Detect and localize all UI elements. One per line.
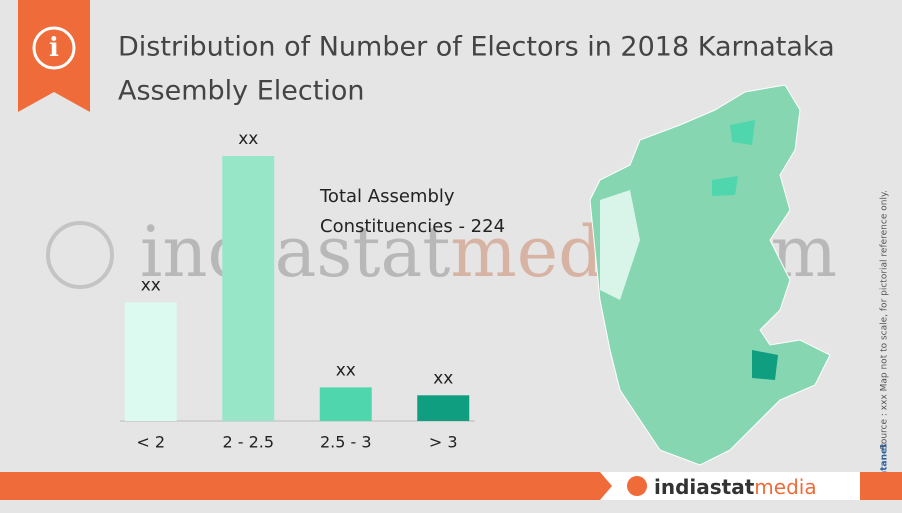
map	[589, 84, 831, 466]
x-tick-label: 2 - 2.5	[222, 433, 274, 452]
title-tab	[18, 0, 90, 112]
footer-logo-icon	[627, 476, 647, 496]
bar	[319, 387, 372, 421]
map-region	[600, 190, 640, 300]
info-icon	[32, 26, 76, 70]
watermark-icon	[46, 221, 114, 289]
value-label: xx	[336, 360, 356, 380]
footer-logo: indiastatmedia	[654, 475, 817, 499]
annotation: Constituencies - 224	[320, 216, 505, 237]
map-region	[712, 176, 738, 196]
bar	[417, 395, 470, 421]
annotation: Total Assembly	[319, 186, 455, 207]
value-label: xx	[238, 129, 258, 149]
x-tick-label: < 2	[136, 433, 165, 452]
info-icon-letter: i	[49, 33, 59, 63]
map-region	[752, 350, 778, 380]
value-label: xx	[433, 368, 453, 388]
chart-title: Assembly Election	[118, 76, 364, 107]
map-region	[730, 120, 755, 145]
credit: © Datanet	[880, 443, 890, 497]
footer-logo-bg	[600, 472, 860, 500]
bar	[222, 156, 275, 421]
bar	[124, 302, 177, 421]
x-tick-label: > 3	[429, 433, 458, 452]
x-tick-label: 2.5 - 3	[320, 433, 372, 452]
side-note: Source : xxx Map not to scale, for picto…	[880, 190, 890, 450]
value-label: xx	[141, 275, 161, 295]
chart-title: Distribution of Number of Electors in 20…	[118, 32, 835, 63]
